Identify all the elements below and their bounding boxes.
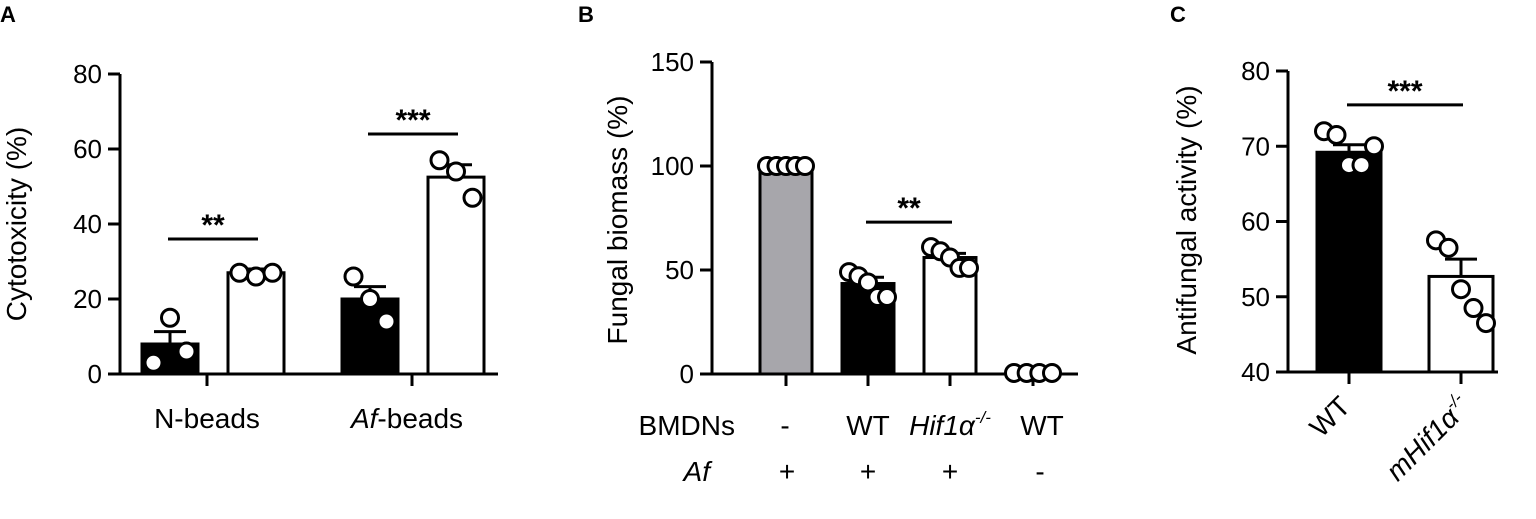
y-tick-label: 40 xyxy=(1241,357,1270,387)
y-tick-label: 50 xyxy=(665,255,694,285)
significance-label: ** xyxy=(201,209,225,242)
panel-label-b: B xyxy=(578,2,594,27)
y-tick-label: 40 xyxy=(73,209,102,239)
data-point xyxy=(1326,124,1347,145)
data-point xyxy=(1351,155,1372,176)
bmdns-label-3-sup: -/- xyxy=(975,408,991,427)
af-label-1: + xyxy=(779,456,795,487)
data-point xyxy=(262,262,283,283)
data-point xyxy=(1463,298,1484,319)
y-tick-label: 50 xyxy=(1241,282,1270,312)
bar xyxy=(758,164,814,376)
y-tick-label: 80 xyxy=(1241,56,1270,86)
data-point xyxy=(143,352,164,373)
category-label-wt: WT xyxy=(1304,390,1357,443)
panel-label-a: A xyxy=(0,2,16,27)
bmdns-label-3-italic: Hif1α xyxy=(909,410,976,441)
data-point xyxy=(360,289,380,309)
data-point xyxy=(1438,237,1459,258)
data-point xyxy=(246,266,266,287)
y-tick-label: 150 xyxy=(651,47,694,77)
bar xyxy=(340,297,400,376)
data-point xyxy=(795,156,815,176)
y-tick-label: 80 xyxy=(73,59,102,89)
y-axis-title-b: Fungal biomass (%) xyxy=(602,96,633,345)
data-point xyxy=(1476,313,1496,334)
category-label-af-rest: -beads xyxy=(377,403,463,434)
y-tick-label: 0 xyxy=(680,359,694,389)
data-point xyxy=(1451,279,1471,300)
category-label-n-beads: N-beads xyxy=(154,403,260,434)
y-tick-label: 100 xyxy=(651,151,694,181)
chart-panel-b: 0 50 100 150 ** xyxy=(651,47,1078,389)
y-tick-label: 60 xyxy=(1241,207,1270,237)
data-point xyxy=(1364,136,1384,157)
data-point xyxy=(376,311,397,332)
significance-label: *** xyxy=(395,104,430,137)
panel-label-c: C xyxy=(1170,2,1186,27)
y-tick-label: 20 xyxy=(73,284,102,314)
y-tick-label: 0 xyxy=(88,359,102,389)
bmdns-label-2: WT xyxy=(846,410,890,441)
data-point xyxy=(462,187,483,208)
y-axis-title-c: Antifungal activity (%) xyxy=(1171,85,1202,354)
y-tick-label: 70 xyxy=(1241,131,1270,161)
data-point xyxy=(877,287,897,308)
category-label-mhif1a-italic: mHif1α xyxy=(1380,401,1466,487)
data-point xyxy=(446,161,466,182)
data-point xyxy=(160,307,180,328)
bmdns-label-4: WT xyxy=(1020,410,1064,441)
data-point xyxy=(229,262,250,283)
data-point xyxy=(343,266,364,287)
bmdns-label-3: Hif1α-/- xyxy=(909,408,991,441)
row-label-bmdns: BMDNs xyxy=(639,410,735,441)
bar xyxy=(1315,150,1383,374)
bar xyxy=(226,271,286,376)
data-point xyxy=(429,150,450,171)
chart-panel-c: 40 50 60 70 80 *** xyxy=(1241,56,1498,387)
af-label-2: + xyxy=(860,456,876,487)
significance-label: ** xyxy=(897,192,921,225)
category-label-af-beads: Af-beads xyxy=(349,403,463,434)
data-point xyxy=(1042,362,1062,383)
y-axis-title-a: Cytotoxicity (%) xyxy=(1,127,32,321)
data-point xyxy=(176,341,197,362)
bmdns-label-1: - xyxy=(780,410,789,441)
category-label-af-italic: Af xyxy=(349,403,381,434)
significance-label: *** xyxy=(1387,75,1422,108)
category-label-mhif1a: mHif1α-/- xyxy=(1379,389,1477,487)
row-label-af: Af xyxy=(682,456,714,487)
af-label-3: + xyxy=(942,456,958,487)
af-label-4: - xyxy=(1035,456,1044,487)
y-tick-label: 60 xyxy=(73,134,102,164)
data-point xyxy=(959,257,979,278)
data-point xyxy=(858,272,878,293)
